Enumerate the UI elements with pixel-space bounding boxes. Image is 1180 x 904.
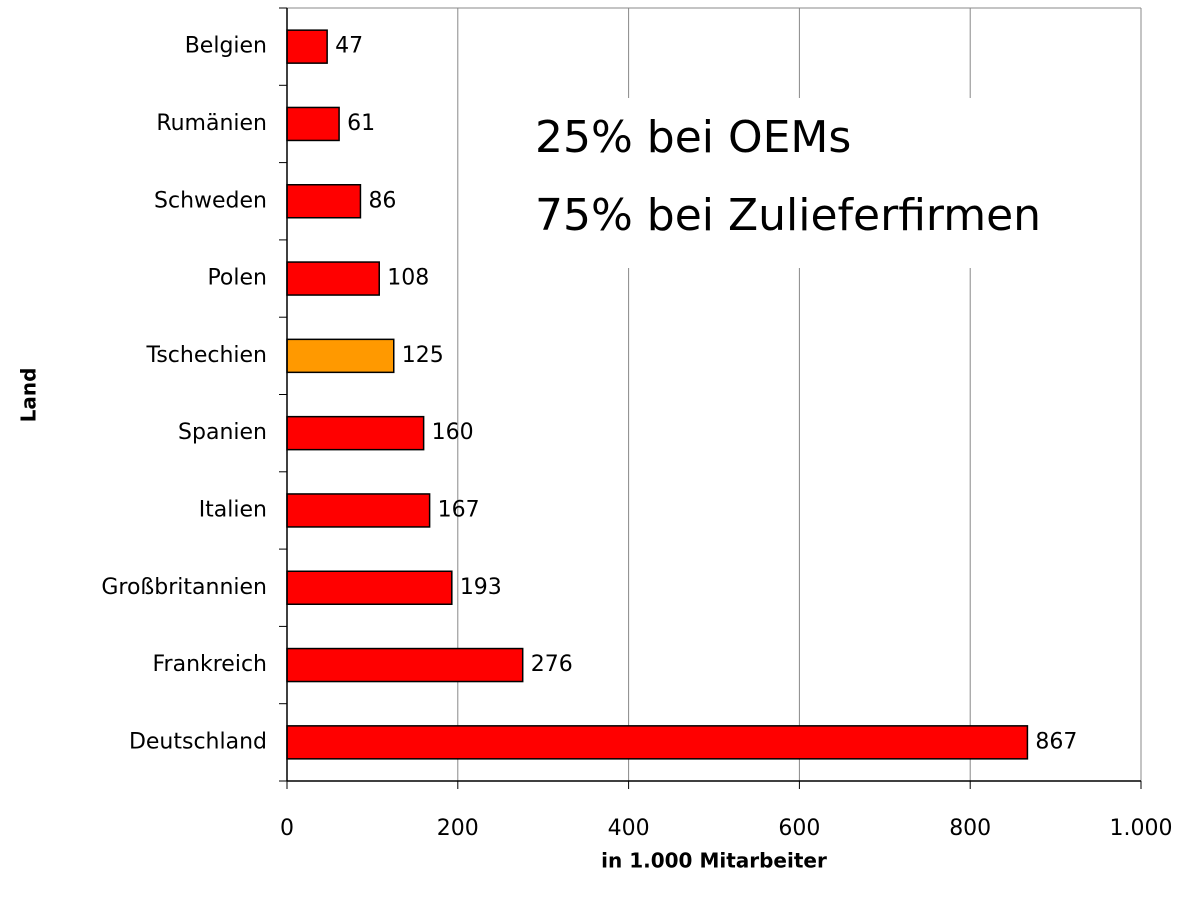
y-tick-label: Frankreich <box>152 652 267 677</box>
y-axis-label: Land <box>17 368 41 423</box>
bar <box>286 725 1029 760</box>
bar <box>286 493 431 528</box>
value-label: 193 <box>460 575 502 600</box>
y-tick-label: Großbritannien <box>101 575 267 600</box>
value-label: 86 <box>368 188 396 213</box>
bar <box>286 106 340 142</box>
annotation-box <box>520 98 1080 268</box>
y-tick-label: Deutschland <box>129 729 267 754</box>
value-label: 61 <box>347 111 375 136</box>
bar <box>286 184 362 219</box>
y-tick-label: Tschechien <box>146 343 267 368</box>
x-tick-label: 400 <box>608 816 650 841</box>
y-tick-label: Polen <box>207 266 267 291</box>
x-tick-label: 200 <box>437 816 479 841</box>
bar <box>286 647 524 683</box>
x-tick-label: 0 <box>280 816 294 841</box>
y-tick-label: Spanien <box>178 420 267 445</box>
value-label: 167 <box>438 497 480 522</box>
value-label: 108 <box>387 266 429 291</box>
bar <box>286 261 380 296</box>
annotation: 25% bei OEMs <box>535 112 851 163</box>
y-tick-label: Rumänien <box>156 111 267 136</box>
x-tick-label: 1.000 <box>1110 816 1173 841</box>
bar <box>286 415 425 451</box>
value-label: 160 <box>432 420 474 445</box>
bar <box>286 570 453 605</box>
value-label: 47 <box>335 34 363 59</box>
x-tick-label: 800 <box>949 816 991 841</box>
bar <box>286 29 328 64</box>
y-tick-label: Schweden <box>154 188 267 213</box>
x-tick-label: 600 <box>778 816 820 841</box>
y-tick-label: Belgien <box>185 34 267 59</box>
value-label: 276 <box>531 652 573 677</box>
y-tick-label: Italien <box>199 497 267 522</box>
value-label: 867 <box>1035 729 1077 754</box>
x-axis-label: in 1.000 Mitarbeiter <box>601 849 827 873</box>
bar <box>286 338 395 374</box>
annotation: 75% bei Zulieferfirmen <box>535 190 1041 241</box>
value-label: 125 <box>402 343 444 368</box>
